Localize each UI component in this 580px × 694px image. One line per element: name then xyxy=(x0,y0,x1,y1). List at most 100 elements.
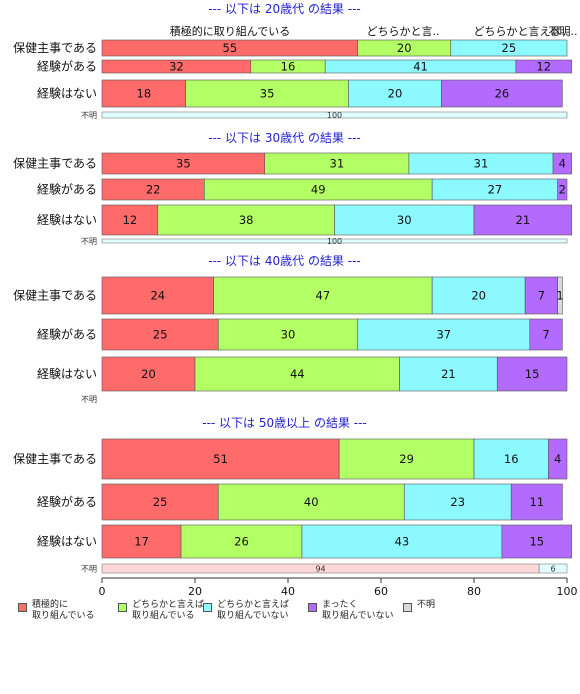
legend-label: 不明 xyxy=(417,600,436,610)
x-tick-label: 0 xyxy=(99,585,106,598)
legend-swatch xyxy=(308,603,317,612)
data-label: 23 xyxy=(450,495,465,509)
unknown-bar-segment xyxy=(101,238,568,244)
unknown-data-label: 100 xyxy=(327,237,342,246)
bar-segment xyxy=(524,276,559,315)
unknown-bar-segment xyxy=(538,563,568,574)
bar-segment xyxy=(334,204,475,236)
unknown-row-label: 不明 xyxy=(81,395,97,404)
data-label: 40 xyxy=(304,495,319,509)
bar-segment xyxy=(301,524,503,559)
legend-item: まったく 取り組んでいない xyxy=(308,600,394,622)
data-label: 20 xyxy=(397,41,412,55)
legend-label: どちらかと言えば 取り組んでいない xyxy=(217,600,290,621)
data-label: 21 xyxy=(441,367,456,381)
data-label: 21 xyxy=(516,213,531,227)
data-label: 2 xyxy=(559,183,566,197)
unknown-data-label: 94 xyxy=(315,565,325,574)
row-label: 経験はない xyxy=(37,366,97,381)
data-label: 20 xyxy=(141,367,156,381)
unknown-row-label: 不明 xyxy=(81,111,97,120)
row-label: 保健主事である xyxy=(13,452,97,466)
bar-segment xyxy=(557,178,568,201)
data-label: 55 xyxy=(223,41,238,55)
data-label: 12 xyxy=(536,60,551,74)
data-label: 44 xyxy=(290,367,305,381)
x-tick-label: 80 xyxy=(467,585,481,598)
data-label: 20 xyxy=(471,289,486,303)
panel-title: --- 以下は 50歳以上 の結果 --- xyxy=(202,416,367,430)
data-label: 31 xyxy=(330,157,345,171)
data-label: 17 xyxy=(134,535,149,549)
stacked-bar-chart: --- 以下は 20歳代 の結果 --- 積極的に取り組んでいる どちらかと言.. ど… xyxy=(13,2,578,598)
bar-segment xyxy=(101,276,214,315)
bar-segment xyxy=(213,276,433,315)
data-label: 31 xyxy=(474,157,489,171)
data-label: 1 xyxy=(556,289,563,303)
bar-segment xyxy=(515,59,572,74)
data-label: 47 xyxy=(316,289,331,303)
series-header-label: どちらかと言えば.. xyxy=(474,25,569,38)
unknown-data-label: 6 xyxy=(551,565,556,574)
legend-label: まったく 取り組んでいない xyxy=(322,600,394,621)
legend-label: どちらかと言えば 取り組んでいる xyxy=(132,600,205,621)
series-header-label: 積極的に取り組んでいる xyxy=(170,24,290,38)
data-label: 30 xyxy=(281,328,296,342)
row-label: 保健主事である xyxy=(13,289,97,303)
data-label: 35 xyxy=(176,157,191,171)
legend-label: 積極的に 取り組んでいる xyxy=(32,600,95,621)
bar-segment xyxy=(338,438,475,480)
series-header-label: 不明.. xyxy=(549,25,578,38)
bar-segment xyxy=(473,438,549,480)
row-label: 経験がある xyxy=(37,182,97,197)
unknown-row-label: 不明 xyxy=(81,237,97,246)
data-label: 11 xyxy=(529,495,544,509)
data-label: 26 xyxy=(495,87,510,101)
data-label: 4 xyxy=(554,452,561,466)
bar-segment xyxy=(450,39,568,57)
bar-segment xyxy=(557,276,563,315)
row-label: 保健主事である xyxy=(13,157,97,171)
data-label: 12 xyxy=(123,213,138,227)
row-label: 経験はない xyxy=(37,534,97,549)
bar-segment xyxy=(357,318,531,351)
bar-segment xyxy=(496,356,568,392)
bar-segment xyxy=(510,483,563,521)
x-tick-label: 40 xyxy=(281,585,295,598)
data-label: 25 xyxy=(153,328,168,342)
data-label: 22 xyxy=(146,183,161,197)
panel-title: --- 以下は 30歳代 の結果 --- xyxy=(208,131,361,145)
row-label: 経験はない xyxy=(37,212,97,227)
data-label: 4 xyxy=(559,157,566,171)
data-label: 41 xyxy=(413,60,428,74)
bar-segment xyxy=(194,356,400,392)
legend-item: 不明 xyxy=(403,600,435,612)
data-label: 27 xyxy=(488,183,503,197)
data-label: 26 xyxy=(234,535,249,549)
legend-item: どちらかと言えば 取り組んでいない xyxy=(203,600,289,622)
bar-segment xyxy=(101,204,159,236)
data-label: 16 xyxy=(504,452,519,466)
unknown-bar-segment xyxy=(101,111,568,119)
data-label: 15 xyxy=(525,367,540,381)
legend-item: どちらかと言えば 取り組んでいる xyxy=(118,600,204,622)
panel-title: --- 以下は 40歳代 の結果 --- xyxy=(208,254,361,268)
legend-swatch xyxy=(118,603,127,612)
data-label: 29 xyxy=(399,452,414,466)
legend-item: 積極的に 取り組んでいる xyxy=(18,600,95,622)
bar-segment xyxy=(548,438,568,480)
unknown-row-label: 不明 xyxy=(81,565,97,574)
bar-segment xyxy=(157,204,335,236)
bar-segment xyxy=(101,318,219,351)
x-tick-label: 20 xyxy=(188,585,202,598)
data-label: 49 xyxy=(311,183,326,197)
data-label: 38 xyxy=(239,213,254,227)
unknown-data-label: 100 xyxy=(327,111,342,120)
legend-swatch xyxy=(203,603,212,612)
data-label: 7 xyxy=(542,328,549,342)
row-label: 経験がある xyxy=(37,494,97,509)
bar-segment xyxy=(441,79,563,108)
bar-segment xyxy=(101,524,182,559)
x-tick-label: 100 xyxy=(557,585,578,598)
